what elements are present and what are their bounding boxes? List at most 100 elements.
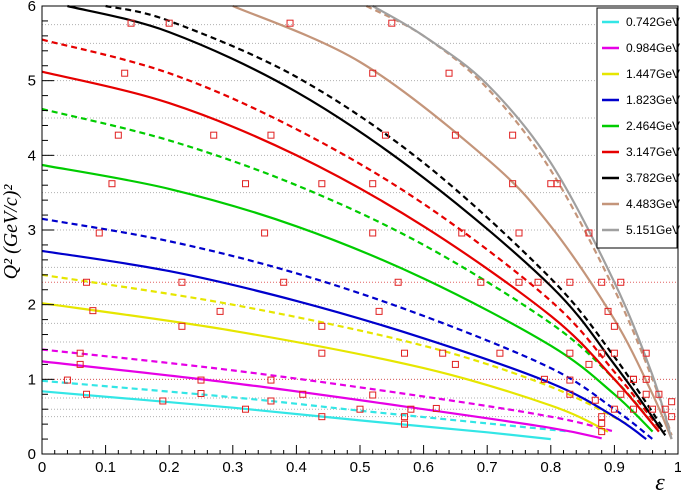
y-tick-label: 0 [28,446,36,463]
marker-s4-5 [477,278,485,286]
series-4-solid-line [41,163,654,433]
marker-s8-7 [661,405,669,413]
marker-s0-6 [318,413,326,421]
x-tick-label: 1 [674,459,681,476]
marker-s7-0 [286,19,294,27]
x-tick-label: 0.6 [413,459,434,476]
series-5-dashed-line [41,38,663,433]
marker-s8-1 [445,69,453,77]
marker-s1-5 [369,391,377,399]
marker-s2-3 [216,307,224,315]
x-tick-label: 0.8 [540,459,561,476]
grid [42,24,678,418]
marker-s2-1 [83,278,91,286]
marker-s2-0 [89,307,97,315]
y-axis-title: Q² (GeV/c)² [0,184,22,280]
marker-s3-7 [566,376,574,384]
marker-s6-2 [242,180,250,188]
marker-s0-0 [63,376,71,384]
marker-s5-0 [121,69,129,77]
marker-s1-1 [76,360,84,368]
series-5-solid-line [41,70,660,433]
marker-s7-4 [547,180,555,188]
marker-s5-2 [267,131,275,139]
x-tick-label: 0 [38,459,46,476]
marker-s5-6 [515,278,523,286]
marker-s4-9 [629,405,637,413]
marker-s0-7 [356,405,364,413]
series-1-dashed-line [41,348,615,433]
marker-s3-5 [496,349,504,357]
series-0-dashed-line [41,379,571,433]
marker-s7-5 [585,229,593,237]
legend-label-8: 5.151GeV [626,223,680,237]
marker-s7-2 [451,131,459,139]
marker-s2-2 [178,322,186,330]
marker-s0-8 [401,420,409,428]
marker-s8-9 [668,398,676,406]
marker-s6-3 [381,131,389,139]
marker-s2-7 [451,360,459,368]
axes: 0 0.1 0.2 0.3 0.4 0.5 0.6 0.7 0.8 0.9 1 0 1 2 3 4 5 6 [28,0,681,476]
marker-s6-1 [165,19,173,27]
marker-s1-2 [197,376,205,384]
marker-s1-8 [598,428,606,436]
series-3-solid-line [41,249,647,440]
marker-s7-8 [610,322,618,330]
marker-s3-1 [178,278,186,286]
marker-s4-0 [108,180,116,188]
marker-s8-5 [642,349,650,357]
legend-label-1: 0.984GeV [626,41,680,55]
marker-s8-8 [668,413,676,421]
x-tick-label: 0.3 [222,459,243,476]
marker-s8-3 [553,180,561,188]
legend-label-3: 1.823GeV [626,93,680,107]
marker-s3-4 [439,349,447,357]
data-markers [63,19,676,436]
marker-s0-1 [83,390,91,398]
marker-s4-1 [114,131,122,139]
marker-s5-3 [318,180,326,188]
x-tick-label: 0.9 [604,459,625,476]
series-6-solid-line [67,4,667,436]
marker-s7-7 [604,307,612,315]
marker-s0-2 [159,397,167,405]
marker-s3-6 [540,375,548,383]
marker-s7-1 [369,69,377,77]
series-1-solid-line [41,360,602,440]
marker-s6-9 [649,405,657,413]
marker-s3-9 [610,405,618,413]
marker-s0-4 [242,405,250,413]
series-2-solid-line [41,302,609,433]
marker-s6-4 [515,229,523,237]
marker-s5-1 [210,131,218,139]
legend: 0.742GeV 0.984GeV 1.447GeV 1.823GeV 2.464GeV… [596,7,680,249]
marker-s5-7 [534,278,542,286]
series-0-solid-line [41,390,551,441]
y-tick-label: 3 [28,222,36,239]
series-lines [41,4,673,441]
series-7-solid-line [232,4,673,440]
marker-s1-9 [598,419,606,427]
marker-s1-6 [407,405,415,413]
marker-s6-5 [566,278,574,286]
marker-s3-3 [375,307,383,315]
legend-label-4: 2.464GeV [626,119,680,133]
y-tick-label: 5 [28,73,36,90]
marker-s2-6 [401,349,409,357]
legend-label-0: 0.742GeV [626,15,680,29]
y-tick-label: 4 [28,147,36,164]
legend-label-7: 4.483GeV [626,197,680,211]
marker-s0-3 [197,390,205,398]
marker-s7-9 [642,375,650,383]
x-tick-label: 0.5 [350,459,371,476]
marker-s8-6 [655,390,663,398]
legend-label-6: 3.782GeV [626,171,680,185]
legend-label-2: 1.447GeV [626,67,680,81]
x-tick-label: 0.7 [477,459,498,476]
marker-s1-4 [299,390,307,398]
x-tick-label: 0.2 [159,459,180,476]
marker-s2-5 [318,322,326,330]
x-axis-title: ε [655,470,665,496]
y-tick-label: 6 [28,0,36,15]
